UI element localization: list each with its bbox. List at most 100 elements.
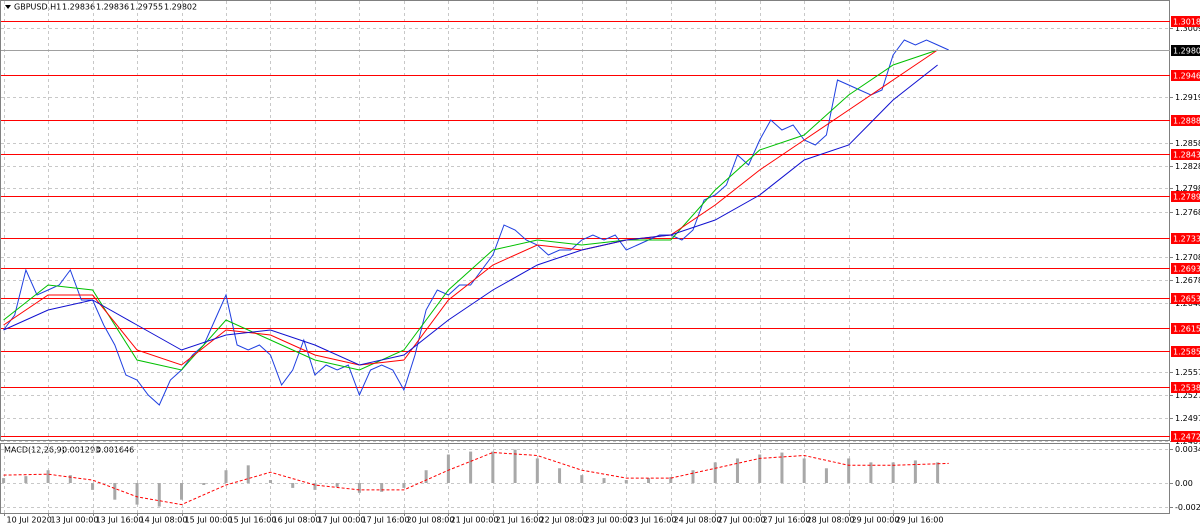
macd-bar xyxy=(691,470,695,483)
macd-bar xyxy=(513,449,517,483)
macd-bar xyxy=(847,458,851,483)
macd-bar xyxy=(113,483,117,500)
y-tick-label: 1.24970 xyxy=(1175,414,1200,423)
current-price-tag xyxy=(1171,45,1200,56)
x-tick-label: 17 Jul 16:00 xyxy=(362,516,410,525)
macd-bar xyxy=(758,454,762,483)
level-label: 1.25382 xyxy=(1173,384,1200,393)
y-tick-label: 1.29190 xyxy=(1175,93,1200,102)
moving-average xyxy=(3,64,938,366)
macd-bar xyxy=(291,483,295,488)
macd-bar xyxy=(46,470,50,483)
y-tick-label: 1.27080 xyxy=(1175,253,1200,262)
x-tick-label: 27 Jul 00:00 xyxy=(718,516,766,525)
x-tick-label: 23 Jul 16:00 xyxy=(629,516,677,525)
macd-bar xyxy=(535,458,539,483)
y-tick-label: 1.26780 xyxy=(1175,276,1200,285)
price-line xyxy=(3,39,949,406)
macd-bar xyxy=(268,480,272,483)
macd-bar xyxy=(558,468,562,483)
macd-bar xyxy=(68,475,72,483)
macd-title: MACD(12,26,9) xyxy=(4,446,65,455)
level-tag xyxy=(1171,431,1200,442)
macd-bar xyxy=(424,470,428,483)
main-panel xyxy=(0,0,1170,441)
macd-bar xyxy=(669,477,673,483)
y-tick-label: -0.00246 xyxy=(1175,503,1200,512)
x-tick-label: 17 Jul 00:00 xyxy=(318,516,366,525)
x-tick-label: 15 Jul 16:00 xyxy=(229,516,277,525)
y-tick-label: 0.00 xyxy=(1175,479,1193,488)
macd-panel xyxy=(0,443,1170,514)
moving-average xyxy=(3,49,938,371)
y-tick-label: 1.27985 xyxy=(1175,184,1200,193)
macd-bar xyxy=(891,462,895,483)
symbol: GBPUSD,H1 xyxy=(14,3,61,12)
menu-arrow[interactable] xyxy=(5,5,11,9)
macd-bar xyxy=(802,458,806,483)
macd-bar xyxy=(2,478,6,483)
level-tag xyxy=(1171,293,1200,304)
level-label: 1.28889 xyxy=(1173,117,1200,126)
current-price-label: 1.29802 xyxy=(1173,47,1200,56)
level-label: 1.30185 xyxy=(1173,18,1200,27)
macd-bar xyxy=(313,483,317,490)
macd-bar xyxy=(602,478,606,483)
signal-line xyxy=(3,451,949,506)
x-tick-label: 27 Jul 16:00 xyxy=(763,516,811,525)
macd-bar xyxy=(135,483,139,505)
x-tick-label: 13 Jul 16:00 xyxy=(96,516,144,525)
x-tick-label: 10 Jul 2020 xyxy=(7,516,52,525)
x-tick-label: 15 Jul 00:00 xyxy=(185,516,233,525)
y-tick-label: 1.28580 xyxy=(1175,139,1200,148)
x-tick-label: 21 Jul 16:00 xyxy=(496,516,544,525)
level-label: 1.27336 xyxy=(1173,235,1200,244)
x-tick-label: 23 Jul 00:00 xyxy=(585,516,633,525)
macd-bar xyxy=(713,462,717,483)
x-tick-label: 14 Jul 08:00 xyxy=(140,516,188,525)
macd-bar xyxy=(913,460,917,483)
y-tick-label: 1.25575 xyxy=(1175,368,1200,377)
macd-bar xyxy=(469,451,473,483)
macd-bar xyxy=(246,465,250,483)
macd-bar xyxy=(335,483,339,487)
level-tag xyxy=(1171,233,1200,244)
macd-bar xyxy=(202,483,206,485)
x-tick-label: 29 Jul 00:00 xyxy=(852,516,900,525)
level-tag xyxy=(1171,149,1200,160)
y-tick-label: 1.28280 xyxy=(1175,162,1200,171)
ohlc-value: 1.29802 xyxy=(164,3,197,12)
macd-bar xyxy=(91,483,95,490)
level-label: 1.26539 xyxy=(1173,295,1200,304)
level-tag xyxy=(1171,263,1200,274)
y-tick-label: 1.25275 xyxy=(1175,391,1200,400)
x-tick-label: 13 Jul 00:00 xyxy=(51,516,99,525)
macd-bar xyxy=(357,483,361,493)
macd-bar xyxy=(157,483,161,507)
macd-bar xyxy=(624,480,628,483)
level-tag xyxy=(1171,346,1200,357)
macd-bar xyxy=(824,468,828,483)
level-label: 1.26157 xyxy=(1173,325,1200,334)
level-tag xyxy=(1171,323,1200,334)
macd-bar xyxy=(446,454,450,483)
level-label: 1.25854 xyxy=(1173,348,1200,357)
macd-bar xyxy=(869,462,873,483)
x-tick-label: 29 Jul 16:00 xyxy=(896,516,944,525)
ohlc-value: 1.29755 xyxy=(130,3,163,12)
x-tick-label: 16 Jul 08:00 xyxy=(273,516,321,525)
moving-average xyxy=(3,49,938,366)
level-tag xyxy=(1171,382,1200,393)
x-tick-label: 20 Jul 08:00 xyxy=(407,516,455,525)
level-label: 1.26935 xyxy=(1173,265,1200,274)
x-tick-label: 21 Jul 00:00 xyxy=(451,516,499,525)
level-label: 1.24727 xyxy=(1173,433,1200,442)
macd-bar xyxy=(180,483,184,500)
macd-bar xyxy=(647,478,651,483)
level-label: 1.29468 xyxy=(1173,72,1200,81)
macd-bar xyxy=(224,470,228,483)
level-tag xyxy=(1171,115,1200,126)
level-tag xyxy=(1171,191,1200,202)
